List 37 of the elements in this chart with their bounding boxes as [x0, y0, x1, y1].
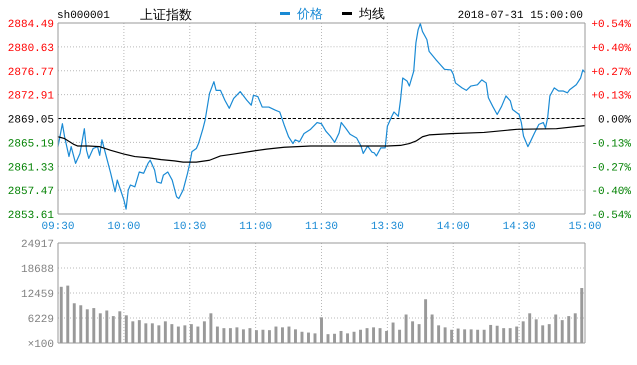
y-tick-label: 12459: [20, 289, 54, 301]
y-tick-label: 2884.49: [8, 19, 54, 31]
y2-tick-label: -0.40%: [591, 186, 632, 198]
y2-tick-label: +0.27%: [591, 66, 632, 79]
text: 2018-07-31 15:00:00: [458, 10, 583, 22]
y-tick-label: 2869.05: [8, 114, 54, 126]
x-tick-label: 10:00: [107, 221, 140, 233]
x-tick-label: 09:30: [41, 221, 75, 233]
y-tick-label: 6229: [28, 314, 54, 326]
y-tick-label: 24917: [20, 239, 54, 251]
y2-tick-label: -0.27%: [591, 162, 632, 174]
text: sh000001: [57, 10, 110, 22]
y2-tick-label: +0.54%: [591, 19, 632, 31]
y-tick-label: 2857.47: [8, 186, 54, 198]
y2-tick-label: -0.54%: [591, 210, 632, 222]
legend-label: 价格: [296, 7, 323, 22]
x-tick-label: 10:30: [173, 221, 206, 233]
x-tick-label: 11:30: [304, 221, 338, 233]
y-tick-label: 2880.63: [8, 42, 54, 55]
y-tick-label: 2853.61: [8, 210, 54, 222]
x-tick-label: 14:00: [436, 221, 470, 233]
x-tick-label: 11:00: [239, 221, 272, 233]
y2-tick-label: 0.00%: [598, 114, 632, 126]
y2-tick-label: -0.13%: [591, 138, 632, 150]
x-tick-label: 15:00: [568, 221, 602, 233]
chart-title: 上证指数: [140, 8, 192, 23]
y-tick-label: 2876.77: [8, 66, 54, 79]
legend-label: 均线: [358, 7, 385, 22]
y-axis-title: ×100: [28, 339, 54, 351]
y-tick-label: 2872.91: [8, 90, 54, 103]
x-tick-label: 13:30: [370, 221, 404, 233]
x-tick-label: 14:30: [502, 221, 536, 233]
y2-tick-label: +0.40%: [591, 42, 632, 55]
y2-tick-label: +0.13%: [591, 90, 632, 103]
y-tick-label: 2861.33: [8, 162, 54, 174]
y-tick-label: 18688: [20, 264, 54, 276]
y-tick-label: 2865.19: [8, 138, 54, 150]
